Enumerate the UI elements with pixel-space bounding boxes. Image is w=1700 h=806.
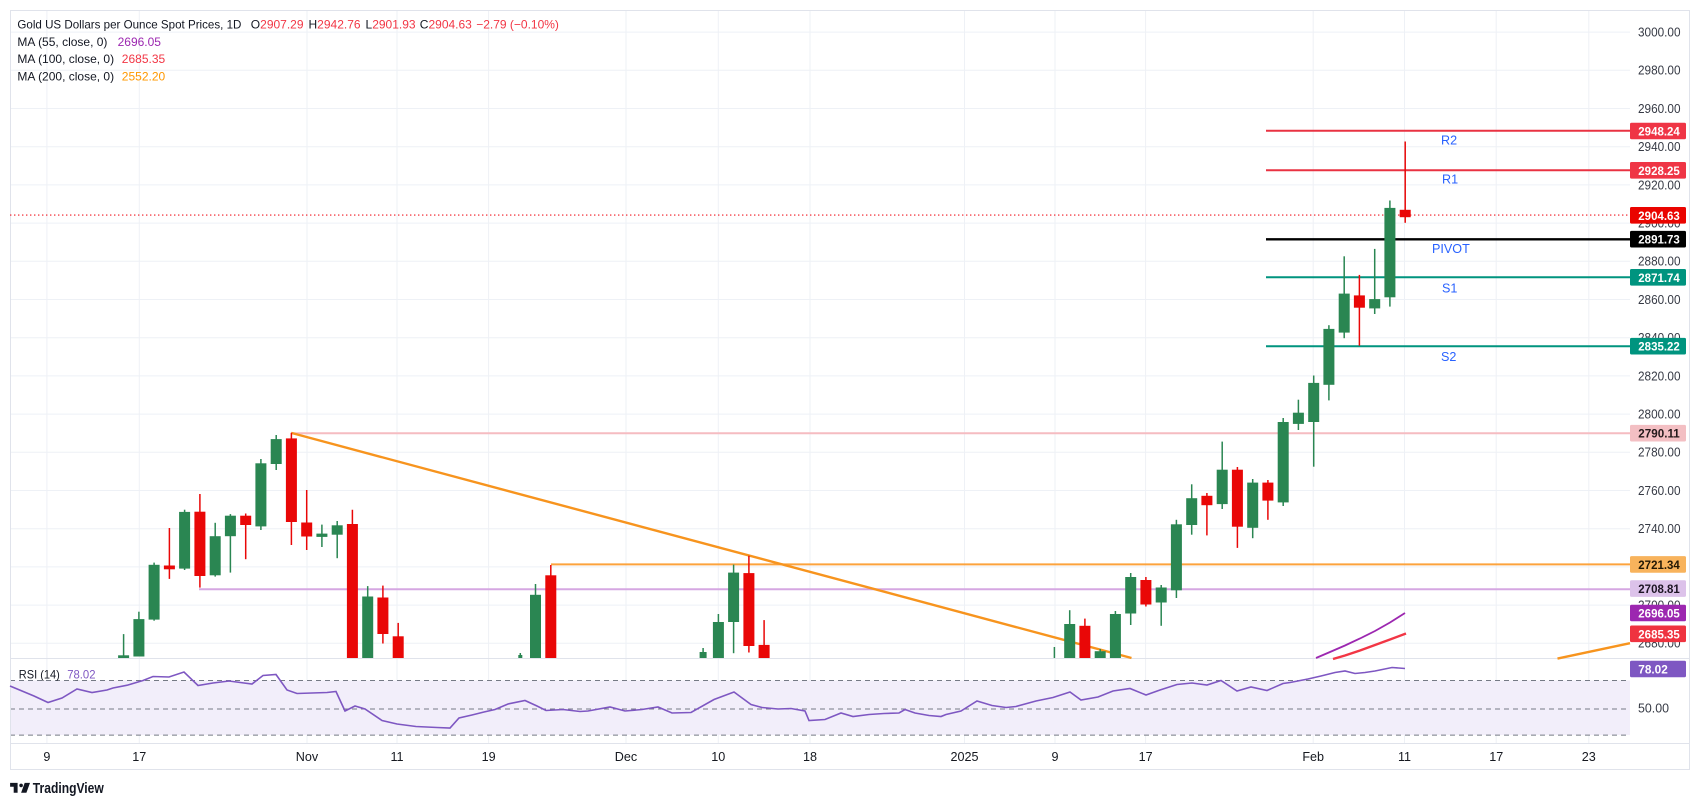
svg-text:9: 9	[43, 750, 50, 764]
svg-text:17: 17	[1139, 750, 1153, 764]
svg-text:2980.00: 2980.00	[1638, 64, 1681, 78]
svg-text:2940.00: 2940.00	[1638, 140, 1681, 154]
svg-text:2960.00: 2960.00	[1638, 102, 1681, 116]
svg-text:23: 23	[1582, 750, 1596, 764]
svg-text:R2: R2	[1441, 133, 1457, 147]
svg-text:2025: 2025	[950, 750, 978, 764]
svg-text:PIVOT: PIVOT	[1432, 242, 1470, 256]
svg-text:Feb: Feb	[1302, 750, 1324, 764]
svg-text:2880.00: 2880.00	[1638, 255, 1681, 269]
svg-text:2904.63: 2904.63	[1638, 209, 1680, 223]
svg-text:10: 10	[711, 750, 725, 764]
svg-text:O2907.29: O2907.29	[251, 18, 304, 32]
svg-text:S1: S1	[1442, 281, 1457, 295]
svg-text:MA (100, close, 0): MA (100, close, 0)	[17, 52, 114, 66]
svg-text:2721.34: 2721.34	[1638, 558, 1680, 572]
svg-text:S2: S2	[1441, 350, 1456, 364]
svg-text:19: 19	[482, 750, 496, 764]
svg-text:78.02: 78.02	[67, 668, 96, 682]
svg-text:2920.00: 2920.00	[1638, 178, 1681, 192]
svg-text:TradingView: TradingView	[33, 781, 105, 797]
svg-text:2552.20: 2552.20	[122, 69, 166, 83]
svg-text:RSI (14): RSI (14)	[19, 668, 60, 682]
svg-text:2820.00: 2820.00	[1638, 369, 1681, 383]
svg-text:3000.00: 3000.00	[1638, 26, 1681, 40]
svg-text:2891.73: 2891.73	[1638, 233, 1680, 247]
svg-text:Dec: Dec	[615, 750, 637, 764]
svg-text:H2942.76: H2942.76	[309, 18, 361, 32]
svg-text:L2901.93: L2901.93	[366, 18, 416, 32]
svg-text:R1: R1	[1442, 172, 1458, 186]
svg-text:MA (200, close, 0): MA (200, close, 0)	[17, 69, 114, 83]
svg-text:2685.35: 2685.35	[122, 52, 166, 66]
svg-text:2780.00: 2780.00	[1638, 446, 1681, 460]
svg-text:17: 17	[1489, 750, 1503, 764]
svg-text:C2904.63: C2904.63	[420, 18, 472, 32]
svg-text:2860.00: 2860.00	[1638, 293, 1681, 307]
svg-text:2740.00: 2740.00	[1638, 522, 1681, 536]
svg-text:2928.25: 2928.25	[1638, 164, 1680, 178]
svg-text:MA (55, close, 0): MA (55, close, 0)	[17, 35, 107, 49]
svg-text:−2.79 (−0.10%): −2.79 (−0.10%)	[476, 18, 559, 32]
svg-text:2871.74: 2871.74	[1638, 271, 1680, 285]
svg-text:2948.24: 2948.24	[1638, 125, 1680, 139]
svg-text:2835.22: 2835.22	[1638, 340, 1680, 354]
svg-text:17: 17	[132, 750, 146, 764]
svg-text:11: 11	[1398, 750, 1411, 764]
svg-text:2696.05: 2696.05	[118, 35, 162, 49]
svg-text:Nov: Nov	[296, 750, 319, 764]
svg-text:2760.00: 2760.00	[1638, 484, 1681, 498]
svg-text:78.02: 78.02	[1638, 663, 1668, 677]
svg-text:2696.05: 2696.05	[1638, 607, 1680, 621]
svg-text:2790.11: 2790.11	[1638, 427, 1680, 441]
svg-text:Gold US Dollars per Ounce Spot: Gold US Dollars per Ounce Spot Prices, 1…	[17, 18, 241, 32]
svg-text:2800.00: 2800.00	[1638, 408, 1681, 422]
svg-text:9: 9	[1051, 750, 1058, 764]
svg-text:2708.81: 2708.81	[1638, 582, 1680, 596]
svg-text:2685.35: 2685.35	[1638, 627, 1680, 641]
svg-text:11: 11	[390, 750, 403, 764]
svg-text:18: 18	[803, 750, 817, 764]
svg-text:50.00: 50.00	[1638, 702, 1669, 716]
